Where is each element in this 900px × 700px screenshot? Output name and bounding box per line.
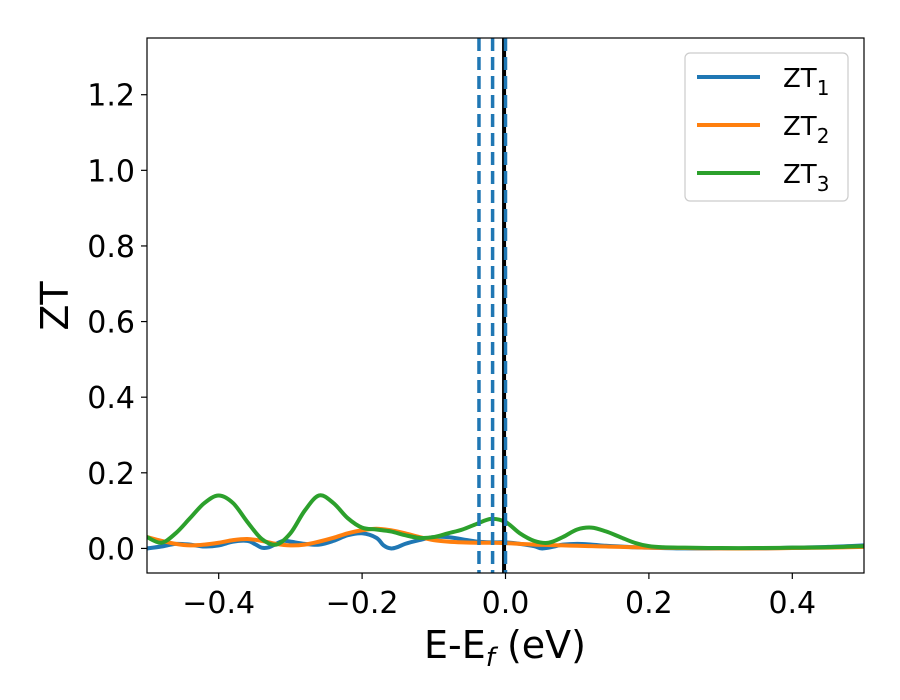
x-tick-label: 0.2 [625,586,673,621]
legend-label-zt3: ZT3 [783,160,829,196]
series-line-zt3 [147,493,864,551]
legend: ZT1 ZT2 ZT3 [684,52,849,202]
y-tick-label: 1.0 [87,154,135,189]
y-tick-label: 0.2 [87,457,135,492]
x-tick-label: −0.2 [326,586,399,621]
axis-ticks: −0.4 −0.2 0.0 0.2 0.4 0.0 0.2 0.4 0.6 0.8 1.0 1.2 [87,79,816,621]
legend-label-zt2: ZT2 [783,112,829,148]
y-tick-label: 0.8 [87,230,135,265]
x-axis-label: E-Ef (eV) [424,623,586,673]
y-tick-label: 0.6 [87,306,135,341]
legend-label-zt1: ZT1 [783,64,829,100]
x-axis-label-unit: (eV) [495,623,586,667]
series-line-zt2 [147,526,864,551]
x-tick-label: 0.0 [482,586,530,621]
plot-marks [147,38,864,573]
y-axis-label: ZT [33,281,77,331]
y-tick-label: 0.4 [87,381,135,416]
y-tick-label: 0.0 [87,532,135,567]
legend-box [684,52,849,202]
x-tick-label: −0.4 [182,586,255,621]
x-tick-label: 0.4 [768,586,816,621]
y-tick-label: 1.2 [87,79,135,114]
